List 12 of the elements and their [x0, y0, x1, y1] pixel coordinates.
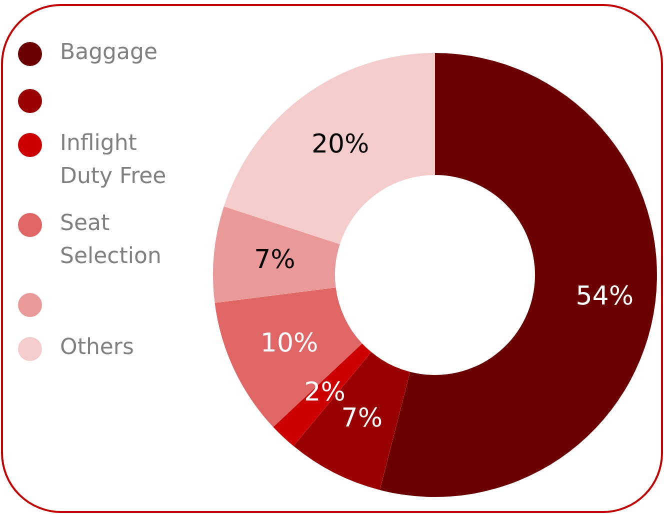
donut-slice — [380, 53, 657, 497]
legend-label: Others — [60, 334, 134, 362]
data-label: 7% — [254, 244, 296, 275]
donut-slice — [224, 53, 435, 244]
data-label: 10% — [260, 328, 318, 359]
data-label: 20% — [311, 130, 370, 160]
legend-label: Seat Selection — [60, 210, 162, 271]
data-label: 54% — [576, 281, 634, 312]
legend-label: Inflight Duty Free — [60, 130, 168, 191]
donut-slice — [213, 206, 340, 303]
legend-label: Baggage — [60, 39, 158, 67]
donut-slice — [293, 352, 410, 490]
